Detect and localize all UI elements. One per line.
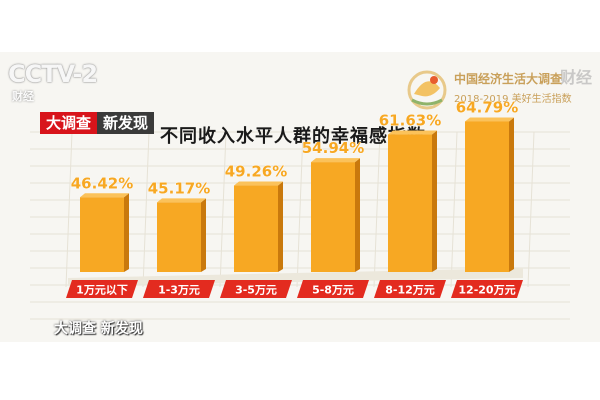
bar-side [355,158,360,272]
bar-top [465,117,514,122]
program-subbadge: 新发现 [97,112,155,134]
bar-side [509,117,514,273]
bar-side [201,198,206,272]
grid-line [450,131,458,288]
bar-top [388,130,437,135]
bar [234,185,278,272]
grid-line [219,131,227,288]
bar-value-label: 64.79% [456,98,518,116]
category-label-bg [374,280,446,298]
grid-line [527,131,535,288]
bar-value-label: 61.63% [379,112,441,130]
grid-line [142,131,150,288]
bar-side [124,193,129,272]
category-label: 1-3万元 [158,284,200,297]
bar [157,202,201,272]
bar-side [278,181,283,272]
bottom-program-logo: 大调查 新发现 [54,321,143,337]
event-logo-icon [407,70,447,110]
bar [465,121,509,273]
corner-watermark: 财经 [559,68,592,87]
bar-chart: 46.42% 1万元以下 45.17% 1-3万元 49.26% 3-5万元 54.94% 5… [66,98,523,298]
category-label-bg [451,280,523,298]
category-label: 1万元以下 [76,284,128,297]
bar [388,134,432,272]
chart-title: 不同收入水平人群的幸福感指数 [160,126,426,147]
event-title: 中国经济生活大调查 [454,72,563,86]
category-label: 12-20万元 [458,284,515,297]
bar-top [311,158,360,163]
category-label: 3-5万元 [235,284,277,297]
grid-line [373,131,381,288]
cctv-logo: CCTV-2 [8,60,98,88]
channel-sub-label: 财经 [12,90,34,103]
bar-value-label: 45.17% [148,179,210,197]
bar [311,162,355,272]
bar-top [80,193,129,198]
category-label-bg [220,280,292,298]
bar-top [234,181,283,186]
bar-value-label: 46.42% [71,174,133,192]
bar [80,197,124,272]
bar-side [432,130,437,272]
bar-value-label: 49.26% [225,163,287,181]
grid-line [65,131,73,288]
category-label: 8-12万元 [385,284,435,297]
program-badge: 大调查 [40,112,98,134]
bar-value-label: 54.94% [302,139,364,157]
bar-top [157,198,206,203]
category-label: 5-8万元 [312,284,354,297]
broadcast-frame: CCTV-2 财经 财经 中国经济生活大调查 2018-2019 美好生活指数 … [0,52,600,342]
grid-line [296,131,304,288]
category-label-bg [297,280,369,298]
category-label-bg [66,280,138,298]
category-label-bg [143,280,215,298]
event-subtitle: 2018-2019 美好生活指数 [454,94,572,105]
